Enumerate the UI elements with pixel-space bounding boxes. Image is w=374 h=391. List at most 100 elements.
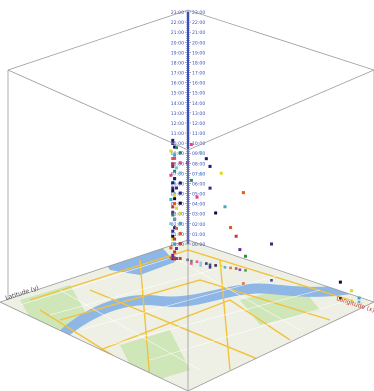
data-point (189, 178, 193, 182)
data-point (171, 210, 175, 214)
data-point (171, 162, 175, 166)
time-tick-label-right: 05:00 (192, 192, 205, 198)
time-tick-label-right: 12:00 (192, 121, 205, 127)
time-tick-label-left: 07:00 (171, 171, 184, 177)
data-point (178, 201, 182, 205)
map-road-2 (59, 279, 331, 321)
map-minor-road-7 (169, 254, 301, 331)
time-tick-label-left: 06:00 (171, 181, 184, 187)
data-point-ground (229, 266, 232, 270)
data-point-ground (169, 256, 173, 260)
data-point-ground (214, 264, 217, 267)
data-point (171, 186, 175, 190)
data-point-ground (190, 259, 193, 263)
map-minor-road-2 (49, 264, 231, 316)
data-point (173, 242, 177, 246)
time-tick-label-right: 19:00 (192, 50, 205, 56)
data-point (173, 193, 177, 197)
data-point (178, 181, 182, 185)
data-point-ground (171, 256, 175, 259)
data-point (178, 221, 182, 225)
time-tick-label-left: 20:00 (171, 40, 184, 46)
data-point (171, 253, 175, 257)
data-point (171, 189, 175, 193)
time-tick-label-left: 23:00 (171, 10, 184, 16)
time-tick-label-left: 10:00 (171, 141, 184, 147)
data-point (171, 213, 175, 217)
data-point (173, 250, 177, 254)
data-point (178, 211, 182, 215)
data-point (199, 150, 203, 154)
data-point (173, 156, 177, 160)
data-point (174, 247, 178, 251)
data-point (169, 222, 173, 226)
data-point-ground (173, 257, 176, 261)
time-tick-label-right: 14:00 (192, 101, 205, 107)
time-tick-label-right: 09:00 (192, 151, 205, 157)
map-river (60, 280, 370, 338)
time-tick-label-left: 11:00 (171, 131, 184, 137)
time-tick-label-left: 12:00 (171, 121, 184, 127)
time-tick-label-left: 22:00 (171, 20, 184, 26)
data-point (178, 231, 182, 235)
time-tick-label-right: 00:00 (192, 242, 205, 248)
data-point (234, 234, 238, 238)
data-point (199, 172, 203, 176)
map-road-4 (139, 259, 151, 381)
data-point (357, 296, 361, 300)
data-point (229, 226, 233, 230)
time-tick-label-right: 11:00 (192, 131, 205, 137)
data-point (178, 171, 182, 175)
data-point (208, 186, 212, 190)
data-point (178, 161, 182, 165)
data-point-ground (195, 260, 199, 263)
data-point (169, 173, 173, 177)
data-point (171, 157, 175, 161)
data-point (173, 226, 177, 230)
time-tick-label-right: 16:00 (192, 81, 205, 87)
data-point-ground (238, 268, 242, 272)
data-point (174, 146, 178, 150)
data-point (173, 145, 177, 149)
data-point (171, 205, 175, 209)
data-point (195, 195, 199, 199)
data-point-ground (339, 296, 342, 300)
data-point (219, 171, 223, 175)
map-road-3 (99, 299, 291, 351)
data-point (171, 237, 175, 241)
data-point (173, 197, 177, 201)
time-tick-label-left: 09:00 (171, 151, 184, 157)
map-road-6 (89, 289, 261, 361)
time-tick-label-right: 02:00 (192, 222, 205, 228)
data-point (173, 169, 177, 173)
data-point (173, 217, 177, 221)
time-tick-label-left: 08:00 (171, 161, 184, 167)
time-tick-label-right: 01:00 (192, 232, 205, 238)
floor-outline (0, 239, 374, 391)
time-tick-label-right: 08:00 (192, 161, 205, 167)
time-tick-label-left: 13:00 (171, 111, 184, 117)
data-point (169, 246, 173, 250)
time-tick-label-left: 19:00 (171, 50, 184, 56)
time-tick-label-right: 20:00 (192, 40, 205, 46)
data-point (174, 226, 178, 230)
data-point-ground (270, 279, 273, 282)
data-point (270, 242, 273, 246)
data-point (173, 177, 177, 181)
time-tick-label-left: 01:00 (171, 232, 184, 238)
data-point (173, 153, 177, 157)
data-point-ground (199, 264, 202, 267)
data-point (243, 254, 247, 258)
data-point (338, 280, 342, 284)
time-tick-label-right: 04:00 (192, 202, 205, 208)
data-point (171, 165, 175, 169)
time-axis: 00:00 00:00 01:00 01:00 02:00 02:00 03:00 03:00… (171, 10, 206, 248)
data-point (173, 237, 177, 241)
time-tick-label-left: 00:00 (171, 242, 184, 248)
data-point-ground (208, 263, 212, 267)
data-point (350, 289, 354, 293)
data-point (178, 241, 182, 245)
data-point (171, 234, 175, 238)
time-tick-label-right: 22:00 (192, 20, 205, 26)
data-point (208, 164, 212, 168)
